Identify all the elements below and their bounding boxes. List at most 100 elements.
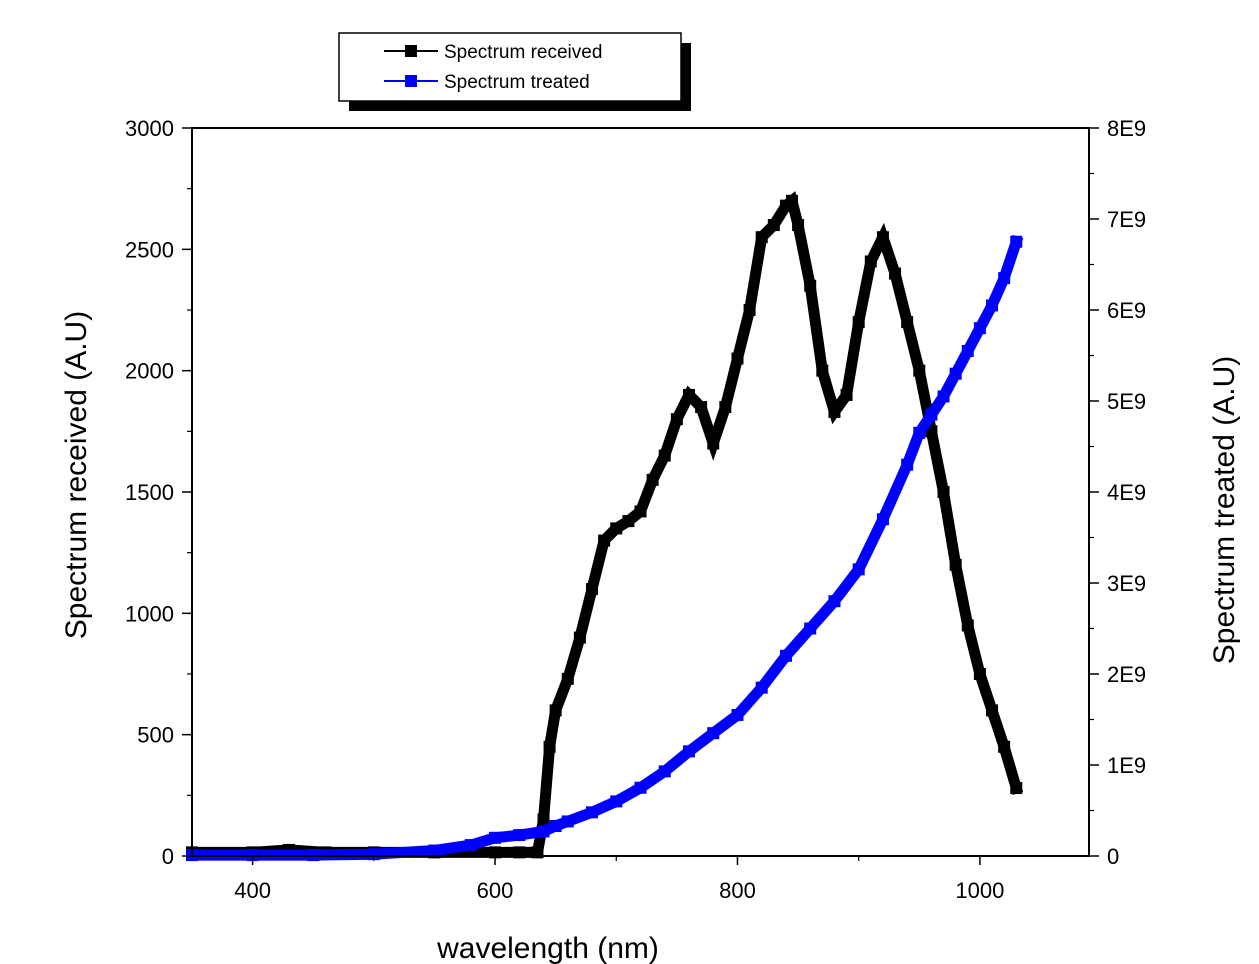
series-layer: [186, 191, 1024, 862]
series-0-point: [719, 401, 732, 414]
x-tick-label: 400: [234, 878, 271, 903]
series-0-point: [598, 534, 611, 547]
x-tick-label: 800: [719, 878, 756, 903]
series-1-point: [428, 844, 441, 857]
series-1-point: [682, 745, 695, 758]
y-tick-label: 3000: [125, 116, 174, 141]
series-0-point: [767, 219, 780, 232]
y2-tick-label: 1E9: [1107, 753, 1146, 778]
y2-axis-title: Spectrum treated (A.U): [1208, 356, 1241, 664]
series-1-point: [998, 272, 1011, 285]
y2-tick-label: 4E9: [1107, 480, 1146, 505]
legend-marker-treated: [405, 75, 417, 87]
series-0-point: [889, 267, 902, 280]
legend-label-received: Spectrum received: [444, 42, 602, 63]
series-0-point: [670, 413, 683, 426]
series-0-point: [816, 364, 829, 377]
series-1-point: [489, 831, 502, 844]
series-0-point: [731, 352, 744, 365]
y2-tick-label: 0: [1107, 844, 1119, 869]
series-1-point: [549, 819, 562, 832]
y-axis-title: Spectrum received (A.U): [60, 311, 93, 639]
series-1-point: [804, 622, 817, 635]
series-1-point: [707, 727, 720, 740]
y-tick-label: 1000: [125, 601, 174, 626]
legend: Spectrum received Spectrum treated: [338, 32, 691, 111]
series-1-point: [464, 839, 477, 852]
series-0-point: [876, 231, 889, 244]
series-1-point: [610, 795, 623, 808]
y-tick-label: 2000: [125, 359, 174, 384]
series-0-point: [1010, 782, 1023, 795]
series-0-point: [864, 255, 877, 268]
series-0-point: [610, 522, 623, 535]
series-0-point: [828, 405, 841, 418]
y2-tick-label: 6E9: [1107, 298, 1146, 323]
series-0-point: [998, 740, 1011, 753]
series-1-point: [828, 595, 841, 608]
series-0-point: [937, 486, 950, 498]
series-1-point: [367, 848, 380, 861]
series-0-point: [840, 388, 853, 401]
series-1-point: [949, 367, 962, 380]
series-0-point: [622, 515, 635, 528]
series-0-point: [973, 668, 986, 680]
series-0-point: [986, 704, 999, 717]
series-0-point: [792, 219, 805, 232]
series-1-point: [913, 426, 926, 439]
y2-tick-label: 5E9: [1107, 389, 1146, 414]
x-tick-label: 1000: [955, 878, 1004, 903]
series-0-point: [949, 558, 962, 571]
series-1-point: [1010, 235, 1023, 248]
series-line-1: [186, 234, 1024, 861]
series-1-point: [561, 815, 574, 828]
plot-frame: [191, 127, 1090, 857]
x-axis-title: wavelength (nm): [436, 932, 659, 964]
y2-tick-label: 2E9: [1107, 662, 1146, 687]
series-0-point: [695, 401, 708, 414]
series-1-point: [513, 829, 526, 842]
series-1-point: [961, 344, 974, 357]
legend-box: [338, 32, 682, 102]
y-tick-label: 1500: [125, 480, 174, 505]
series-0-point: [543, 740, 556, 753]
series-0-point: [707, 437, 720, 450]
series-1-point: [901, 458, 914, 471]
series-0-point: [634, 505, 647, 518]
series-0-point: [913, 364, 926, 377]
series-0-point: [786, 194, 799, 207]
series-0-point: [901, 316, 914, 329]
series-1-point: [852, 563, 865, 576]
series-1-point: [973, 322, 986, 335]
series-1-point: [731, 708, 744, 721]
y-tick-label: 500: [137, 723, 174, 748]
x-tick-label: 600: [477, 878, 514, 903]
series-1-point: [658, 765, 671, 778]
series-0-point: [852, 316, 865, 329]
series-1-point: [779, 649, 792, 662]
y2-tick-label: 8E9: [1107, 116, 1146, 141]
series-0-point: [658, 449, 671, 462]
ticks-layer: 400 600 800 1000 0 500 1000 1500 2000 2500 3000 0 1E…: [125, 116, 1146, 903]
series-0-point: [537, 813, 550, 826]
series-1-point: [986, 299, 999, 312]
series-1-point: [925, 408, 938, 421]
series-1-point: [586, 806, 599, 819]
series-line-0: [186, 191, 1024, 858]
series-0-point: [743, 304, 756, 316]
series-0-point: [755, 231, 768, 244]
y-tick-label: 2500: [125, 237, 174, 262]
series-1-point: [537, 825, 550, 838]
series-0-point: [804, 279, 817, 292]
series-1-point: [634, 781, 647, 794]
y2-tick-label: 3E9: [1107, 571, 1146, 596]
y2-tick-label: 7E9: [1107, 207, 1146, 232]
series-0-point: [573, 631, 586, 644]
series-0-point: [549, 704, 562, 717]
series-0-point: [682, 388, 695, 401]
series-0-point: [646, 473, 659, 486]
series-0-point: [961, 619, 974, 632]
legend-marker-received: [405, 45, 417, 57]
legend-label-treated: Spectrum treated: [444, 72, 590, 93]
